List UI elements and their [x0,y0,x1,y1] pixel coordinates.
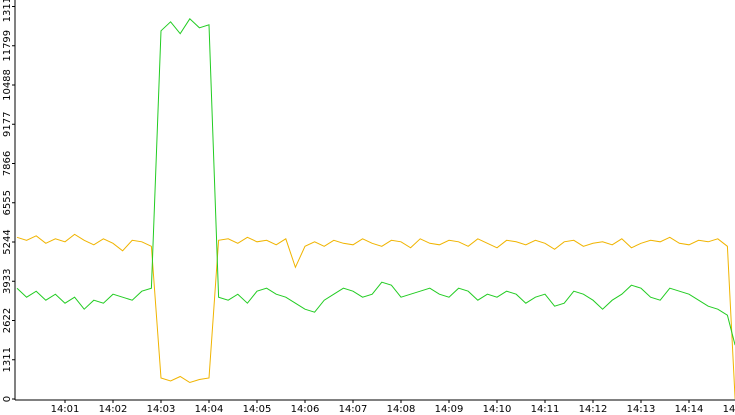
x-tick-label: 14:15 [723,404,735,415]
y-tick-label: 0 [2,396,13,402]
x-tick-label: 14:06 [291,404,320,415]
x-tick-label: 14:10 [483,404,512,415]
series-line [16,233,735,400]
y-tick-label: 1311 [2,347,13,372]
y-tick-label: 10488 [2,69,13,101]
x-tick-label: 14:01 [51,404,80,415]
y-tick-label: 6555 [2,190,13,215]
y-tick-label: 3933 [2,269,13,294]
x-tick-label: 14:05 [243,404,272,415]
x-tick-label: 14:11 [531,404,560,415]
x-tick-label: 14:12 [579,404,608,415]
y-tick-label: 13110 [2,0,13,22]
x-tick-label: 14:04 [195,404,224,415]
x-tick-label: 14:14 [675,404,704,415]
y-tick-label: 7866 [2,151,13,176]
y-tick-label: 2622 [2,308,13,333]
y-tick-label: 11799 [2,30,13,62]
x-tick-label: 14:02 [99,404,128,415]
x-tick-label: 14:03 [147,404,176,415]
y-tick-label: 5244 [2,229,13,254]
x-tick-label: 14:09 [435,404,464,415]
y-tick-label: 9177 [2,112,13,137]
x-tick-label: 14:08 [387,404,416,415]
series-line [16,18,735,346]
x-tick-label: 14:07 [339,404,368,415]
x-tick-label: 14:13 [627,404,656,415]
